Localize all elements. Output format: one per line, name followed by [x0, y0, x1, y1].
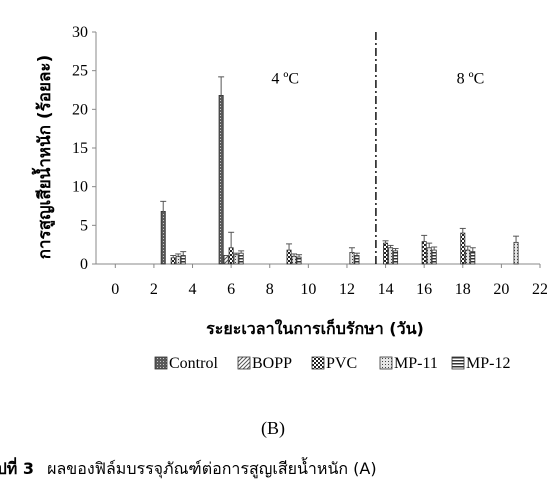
y-axis: 0 5 10 15 20 25 30 [72, 24, 97, 273]
x-axis-label: ระยะเวลาในการเก็บรักษา (วัน) [206, 317, 424, 338]
bar [175, 255, 181, 265]
x-tick-label: 10 [300, 281, 316, 298]
x-tick-label: 2 [150, 281, 158, 298]
y-tick-label: 25 [72, 63, 88, 80]
x-axis: 0 2 4 6 8 10 12 14 16 18 20 22 [96, 263, 547, 298]
series-control [160, 76, 225, 265]
series-pvc [170, 227, 466, 265]
bar [218, 95, 224, 265]
figure-caption: รูปที่ 3 ผลของฟิล์มบรรจุภัณฑ์ต่อการสูญเส… [0, 457, 377, 480]
legend-swatch [451, 356, 465, 370]
series-bopp [223, 255, 229, 265]
series-mp-11 [175, 235, 520, 265]
x-tick-label: 16 [416, 281, 432, 298]
bar [223, 255, 229, 265]
condition-label: 8 ºC [457, 70, 485, 87]
legend-label: BOPP [252, 355, 292, 372]
bar [296, 256, 302, 265]
legend-label: PVC [326, 355, 357, 372]
bar [460, 232, 466, 265]
y-tick-label: 10 [72, 179, 88, 196]
x-tick-label: 6 [227, 281, 235, 298]
bar [393, 250, 399, 265]
y-tick-label: 20 [72, 101, 88, 118]
bar [431, 249, 437, 265]
bar [228, 247, 234, 265]
bar [160, 211, 166, 265]
series-mp-12 [180, 246, 476, 265]
bar [291, 255, 297, 265]
figure-number: รูปที่ 3 [0, 457, 34, 480]
x-tick-label: 20 [493, 281, 509, 298]
legend-label: Control [169, 355, 218, 372]
y-tick-label: 15 [72, 140, 88, 157]
bar [421, 241, 427, 265]
legend-swatch [311, 356, 325, 370]
x-tick-label: 0 [111, 281, 119, 298]
bar [465, 249, 471, 265]
bar [388, 247, 394, 265]
legend-swatch [237, 356, 251, 370]
bar [180, 255, 186, 265]
condition-label: 4 ºC [271, 70, 299, 87]
bar [349, 251, 355, 265]
y-tick-label: 30 [72, 24, 88, 41]
legend-label: MP-11 [394, 355, 438, 372]
legend-label: MP-12 [466, 355, 510, 372]
x-tick-label: 4 [189, 281, 197, 298]
y-axis-label: การสูญเสียน้ำหนัก (ร้อยละ) [31, 55, 56, 260]
legend-swatch [379, 356, 393, 370]
bar [470, 251, 476, 265]
plot-area: 4 ºC 8 ºC [160, 32, 520, 265]
legend: Control BOPP PVC MP-11 MP-12 [154, 355, 510, 372]
legend-swatch [154, 356, 168, 370]
bar [286, 249, 292, 265]
bar [513, 241, 519, 265]
x-tick-label: 8 [266, 281, 274, 298]
x-tick-label: 22 [532, 281, 547, 298]
bar [170, 257, 176, 265]
x-tick-label: 12 [339, 281, 355, 298]
y-tick-label: 0 [80, 256, 88, 273]
bar [238, 252, 244, 265]
y-tick-label: 5 [80, 217, 88, 234]
figure-caption-text: ผลของฟิล์มบรรจุภัณฑ์ต่อการสูญเสียน้ำหนัก… [47, 457, 377, 479]
bar [383, 242, 389, 265]
bar [354, 255, 360, 265]
figure-subtitle: (B) [261, 418, 285, 439]
x-tick-label: 14 [378, 281, 394, 298]
bar [426, 247, 432, 265]
x-tick-label: 18 [455, 281, 471, 298]
bar [233, 254, 239, 265]
